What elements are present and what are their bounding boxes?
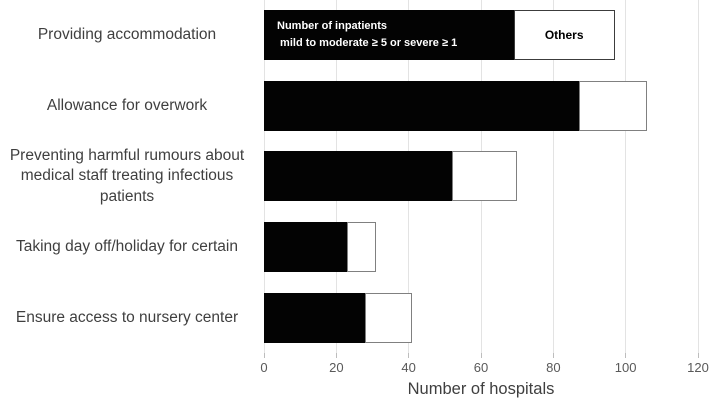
- tick-mark: [263, 353, 265, 358]
- category-label: Ensure access to nursery center: [15, 308, 239, 326]
- bar-segment-others: Others: [513, 10, 615, 61]
- gridline: [697, 0, 699, 353]
- bar-track: [264, 151, 698, 202]
- legend-line1: Number of inpatients: [277, 20, 388, 33]
- bar-track: [264, 292, 698, 343]
- bar-track: [264, 80, 698, 131]
- tick-label: 60: [473, 360, 489, 375]
- legend-line2: mild to moderate ≥ 5 or severe ≥ 1: [277, 37, 458, 50]
- tick-mark: [697, 353, 699, 358]
- chart-rows: Providing accommodation Number of inpatie…: [0, 0, 698, 353]
- bar-segment-inpatients: [264, 151, 453, 202]
- bar-segment-others: [365, 292, 413, 343]
- legend-others-label: Others: [544, 28, 584, 43]
- x-axis-title: Number of hospitals: [407, 380, 555, 398]
- x-axis: 0 20 40 60 80 100 120: [260, 353, 709, 379]
- bar-segment-inpatients: [264, 292, 366, 343]
- chart-row: Providing accommodation Number of inpatie…: [0, 0, 698, 71]
- chart-row: Allowance for overwork: [0, 71, 698, 142]
- gridline: [552, 0, 554, 353]
- chart-row: Preventing harmful rumours about medical…: [0, 141, 698, 212]
- category-label: Preventing harmful rumours about medical…: [9, 147, 245, 205]
- tick-label: 40: [401, 360, 416, 375]
- tick-mark: [408, 353, 410, 358]
- tick-mark: [552, 353, 554, 358]
- bar-segment-others: [578, 80, 648, 131]
- gridline: [625, 0, 627, 353]
- legend-series1-label: Number of inpatients mild to moderate ≥ …: [264, 18, 514, 52]
- tick-label: 0: [260, 360, 268, 375]
- tick-mark: [335, 353, 337, 358]
- tick-label: 80: [546, 360, 561, 375]
- bar-segment-inpatients: [264, 80, 579, 131]
- tick-label: 120: [687, 360, 709, 375]
- category-label: Taking day off/holiday for certain: [15, 238, 238, 255]
- chart-row: Ensure access to nursery center: [0, 282, 698, 353]
- category-label: Allowance for overwork: [46, 96, 208, 114]
- tick-mark: [480, 353, 482, 358]
- bar-segment-others: [347, 222, 377, 273]
- bar-segment-inpatients: [264, 222, 348, 273]
- bar-segment-others: [452, 151, 518, 202]
- category-label: Providing accommodation: [37, 26, 217, 44]
- bar-track: [264, 222, 698, 273]
- tick-label: 20: [329, 360, 344, 375]
- bar-segment-inpatients: Number of inpatients mild to moderate ≥ …: [264, 10, 514, 61]
- bar-track: Number of inpatients mild to moderate ≥ …: [264, 10, 698, 61]
- tick-label: 100: [614, 360, 637, 375]
- chart-row: Taking day off/holiday for certain: [0, 212, 698, 283]
- tick-mark: [625, 353, 627, 358]
